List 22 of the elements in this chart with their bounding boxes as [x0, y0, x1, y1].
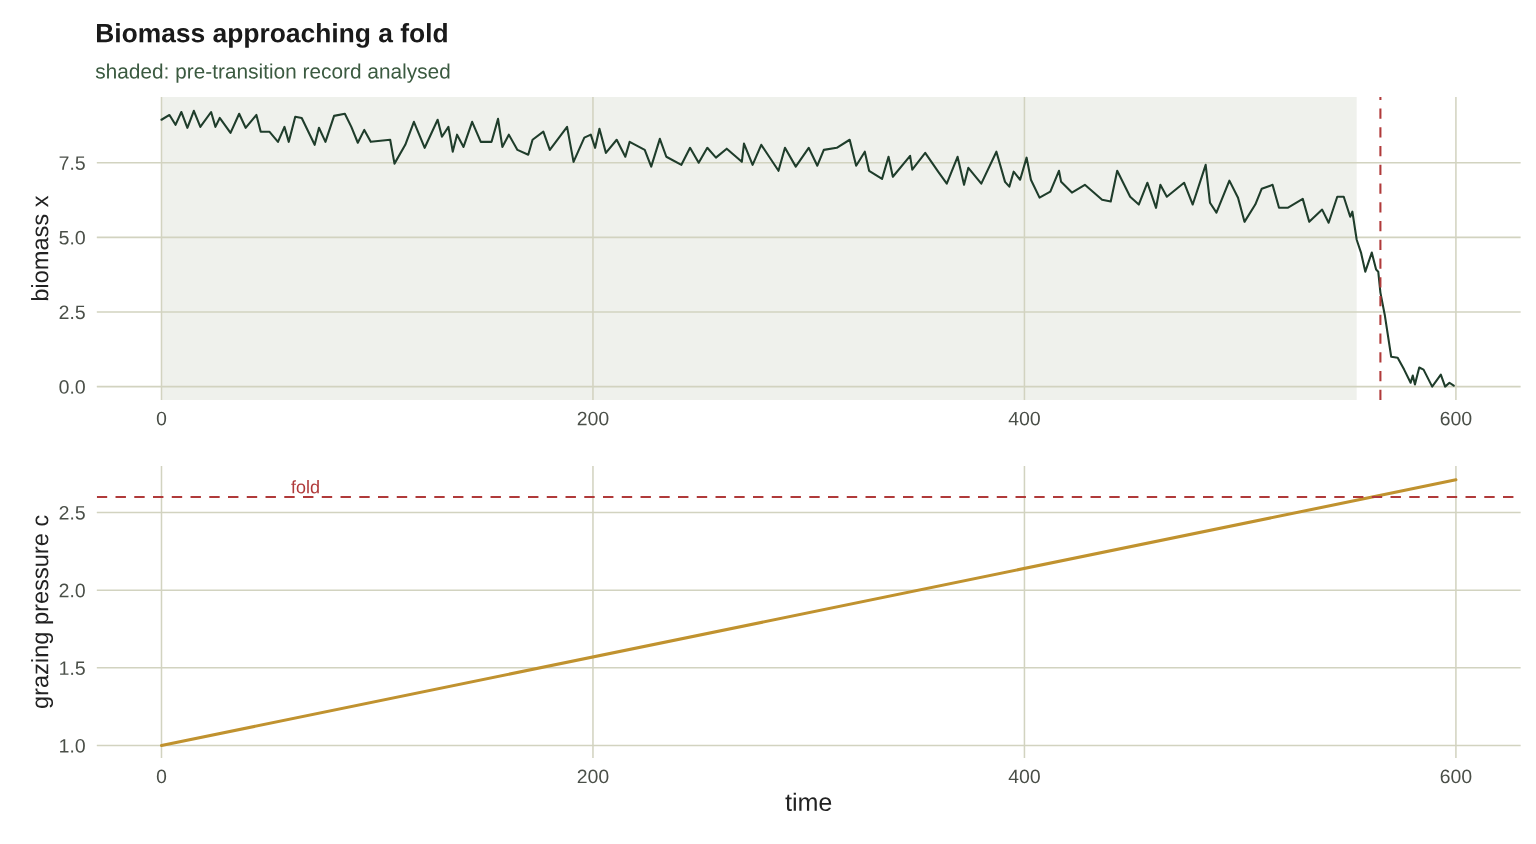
chart-subtitle: shaded: pre-transition record analysed	[95, 63, 450, 83]
y-tick-label: 1.0	[60, 738, 85, 753]
x-tick-label: 200	[577, 411, 609, 426]
x-tick-label: 400	[1008, 411, 1040, 426]
y-tick-label: 1.5	[60, 661, 85, 676]
y-tick-label: 2.0	[59, 583, 85, 598]
x-tick-label: 600	[1440, 769, 1472, 784]
x-tick-label: 0	[156, 769, 167, 784]
x-tick-label: 400	[1008, 769, 1040, 784]
x-tick-label: 600	[1440, 411, 1472, 426]
x-tick-label: 200	[577, 769, 609, 784]
y-tick-label: 5.0	[59, 230, 85, 245]
y-tick-label: 0.0	[59, 380, 85, 394]
y-axis-title: grazing pressure c	[31, 515, 54, 709]
y-tick-label: 2.5	[59, 505, 85, 520]
ref-line-label: fold	[291, 480, 319, 494]
y-tick-label: 2.5	[59, 305, 85, 320]
x-tick-label: 0	[156, 411, 167, 426]
chart-title: Biomass approaching a fold	[97, 23, 447, 48]
y-tick-label: 7.5	[59, 156, 85, 170]
x-axis-title: time	[785, 792, 832, 812]
y-axis-title: biomass x	[31, 195, 49, 301]
